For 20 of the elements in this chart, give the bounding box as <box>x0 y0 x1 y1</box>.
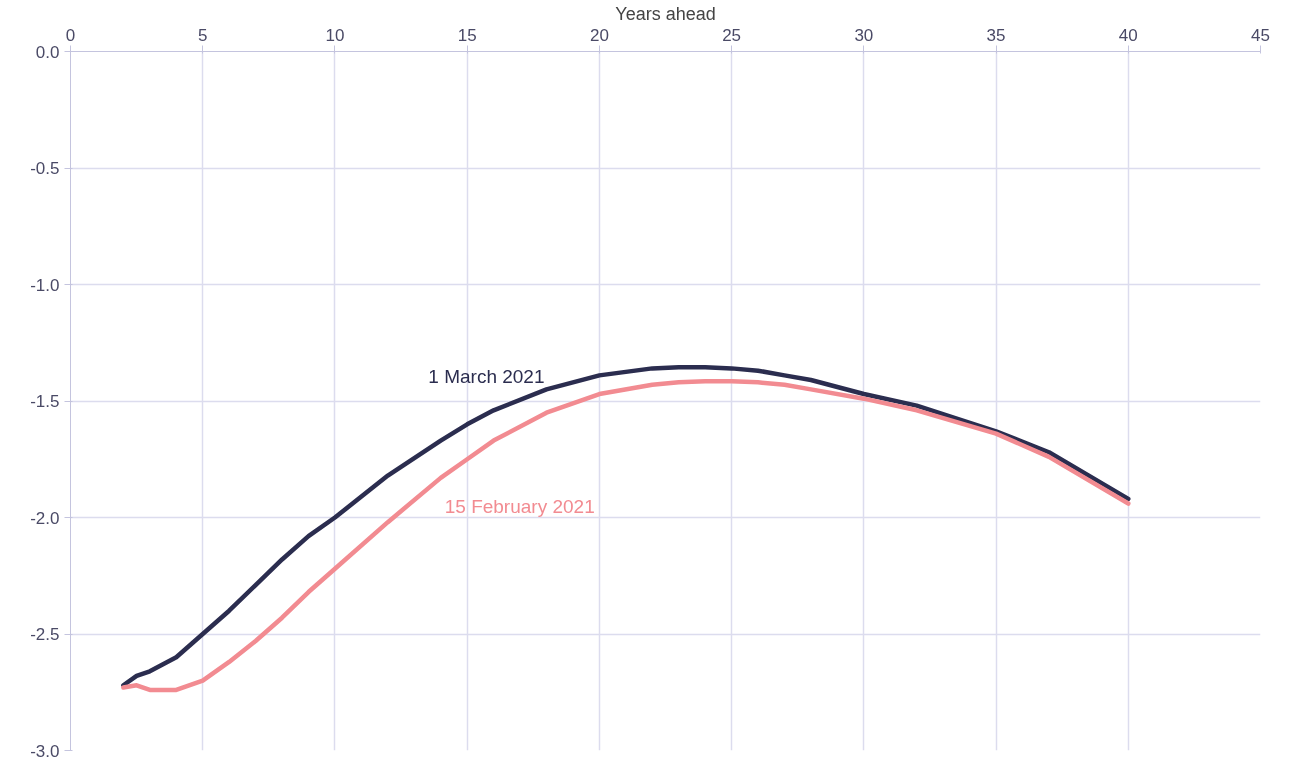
y-tick-label: -0.5 <box>30 159 60 178</box>
y-tick-label: -2.0 <box>30 508 60 528</box>
series-label: 15 February 2021 <box>444 495 595 517</box>
x-tick-label: 40 <box>1118 25 1138 45</box>
x-tick-label: 20 <box>589 25 609 45</box>
y-tick-label: -1.5 <box>30 392 60 411</box>
x-tick-label: 30 <box>854 25 874 45</box>
x-tick-label: 25 <box>722 25 742 45</box>
x-tick-label: 15 <box>457 25 477 45</box>
y-tick-label: -3.0 <box>30 741 60 761</box>
x-tick-label: 5 <box>197 25 208 45</box>
y-tick-label: -2.5 <box>30 625 60 644</box>
y-tick-label: -1.0 <box>30 275 60 295</box>
x-tick-label: 10 <box>325 25 345 45</box>
y-tick-label: 0.0 <box>35 42 60 62</box>
x-tick-label: 0 <box>65 25 76 45</box>
x-axis-title: Years ahead <box>615 3 716 24</box>
x-tick-label: 35 <box>986 25 1006 45</box>
series-label: 1 March 2021 <box>428 366 545 388</box>
x-tick-label: 45 <box>1251 25 1270 45</box>
